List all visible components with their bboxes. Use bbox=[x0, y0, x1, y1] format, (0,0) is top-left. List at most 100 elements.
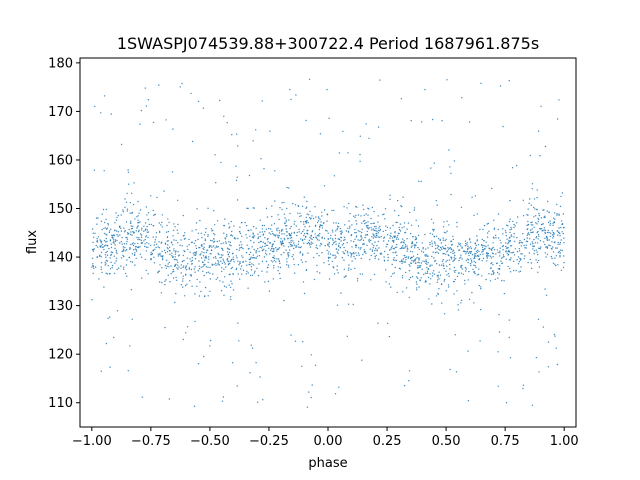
data-point bbox=[487, 244, 489, 247]
data-point bbox=[314, 233, 316, 235]
data-point bbox=[114, 240, 117, 243]
data-point bbox=[338, 386, 340, 388]
data-point bbox=[111, 264, 114, 267]
data-point bbox=[558, 227, 560, 229]
data-point bbox=[236, 257, 238, 259]
data-point bbox=[251, 274, 254, 276]
data-point bbox=[233, 225, 235, 227]
data-point bbox=[546, 246, 548, 248]
data-point bbox=[117, 235, 119, 237]
data-point bbox=[415, 219, 417, 221]
data-point bbox=[224, 263, 226, 265]
data-point bbox=[208, 258, 210, 260]
data-point bbox=[223, 115, 225, 118]
data-point bbox=[394, 235, 396, 237]
data-point bbox=[360, 257, 362, 260]
data-point bbox=[210, 245, 212, 247]
data-point bbox=[318, 228, 321, 231]
data-point bbox=[153, 262, 156, 264]
data-point bbox=[446, 274, 448, 276]
data-point bbox=[172, 235, 174, 237]
data-point bbox=[388, 249, 391, 251]
data-point bbox=[323, 185, 326, 187]
data-point bbox=[336, 304, 339, 306]
data-point bbox=[450, 193, 452, 196]
data-point bbox=[531, 228, 533, 230]
data-point bbox=[559, 255, 561, 257]
data-point bbox=[114, 262, 116, 264]
data-point bbox=[435, 235, 438, 237]
data-point bbox=[129, 248, 131, 250]
data-point bbox=[229, 226, 231, 228]
data-point bbox=[509, 229, 511, 231]
data-point bbox=[284, 239, 286, 241]
data-point bbox=[103, 248, 105, 251]
data-point bbox=[537, 217, 539, 219]
data-point bbox=[218, 264, 221, 266]
data-point bbox=[327, 256, 330, 258]
data-point bbox=[100, 256, 102, 258]
data-point bbox=[298, 240, 300, 243]
data-point bbox=[231, 134, 233, 136]
data-point bbox=[100, 240, 103, 243]
data-point bbox=[373, 222, 375, 224]
data-point bbox=[115, 219, 118, 221]
data-point bbox=[531, 404, 534, 406]
data-point bbox=[532, 245, 534, 247]
data-point bbox=[446, 259, 448, 262]
data-point bbox=[546, 253, 549, 256]
data-point bbox=[235, 165, 237, 167]
data-point bbox=[232, 252, 234, 254]
scatter-points bbox=[91, 78, 565, 408]
y-tick-label: 180 bbox=[48, 56, 73, 71]
data-point bbox=[96, 256, 98, 258]
data-point bbox=[111, 236, 113, 238]
data-point bbox=[316, 252, 318, 255]
data-point bbox=[129, 247, 131, 249]
data-point bbox=[431, 303, 433, 305]
data-point bbox=[158, 230, 161, 232]
data-point bbox=[169, 281, 171, 283]
data-point bbox=[336, 248, 338, 250]
data-point bbox=[537, 238, 539, 240]
data-point bbox=[531, 241, 533, 243]
data-point bbox=[340, 240, 342, 242]
data-point bbox=[512, 260, 515, 263]
data-point bbox=[370, 227, 372, 229]
data-point bbox=[401, 259, 403, 261]
data-point bbox=[521, 242, 524, 244]
data-point bbox=[368, 241, 371, 243]
data-point bbox=[480, 288, 482, 290]
data-point bbox=[320, 243, 323, 245]
data-point bbox=[182, 266, 184, 269]
data-point bbox=[371, 236, 373, 238]
data-point bbox=[422, 247, 424, 249]
data-point bbox=[128, 232, 130, 235]
data-point bbox=[299, 212, 301, 215]
data-point bbox=[157, 253, 159, 255]
data-point bbox=[509, 240, 511, 242]
data-point bbox=[533, 253, 535, 255]
data-point bbox=[385, 269, 387, 271]
data-point bbox=[392, 259, 395, 261]
data-point bbox=[155, 236, 157, 238]
data-point bbox=[442, 263, 444, 265]
data-point bbox=[237, 322, 239, 324]
data-point bbox=[117, 231, 120, 233]
data-point bbox=[119, 242, 121, 244]
data-point bbox=[357, 278, 359, 280]
data-point bbox=[134, 264, 136, 266]
data-point bbox=[220, 290, 223, 292]
data-point bbox=[399, 247, 401, 250]
data-point bbox=[475, 255, 477, 257]
data-point bbox=[375, 230, 377, 232]
data-point bbox=[522, 215, 525, 217]
data-point bbox=[561, 231, 563, 233]
data-point bbox=[350, 256, 352, 258]
data-point bbox=[228, 251, 231, 254]
data-point bbox=[486, 257, 488, 259]
data-point bbox=[273, 267, 275, 269]
data-point bbox=[476, 240, 478, 242]
data-point bbox=[100, 242, 103, 244]
data-point bbox=[160, 224, 162, 226]
